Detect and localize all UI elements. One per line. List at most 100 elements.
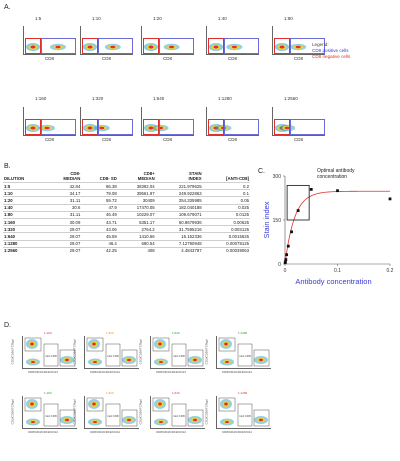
column-header: DILUTION [4, 176, 25, 181]
panel-d-y-label: CD3/CD56/TCRgd [10, 399, 15, 425]
table-cell: 1:40 [3, 203, 46, 212]
panel-b-letter: B. [4, 163, 11, 170]
flow-plot [23, 107, 76, 136]
data-point [336, 189, 339, 193]
table-header-row: DILUTION CD8- MEDIAN CD8- SD CD8+ MEDIAN STAIN… [3, 170, 250, 183]
table-cell: 0.00625 [202, 217, 250, 226]
cd8-axis-label: CD8 [45, 56, 55, 61]
table-cell: 31.11 [45, 196, 82, 205]
table-row: 1:20 31.11 59.72 30409 254.335985 0.05 [3, 196, 250, 205]
table-cell: 29.07 [45, 225, 82, 233]
dilution-label: 1:160 [35, 96, 47, 101]
table-body: 1:5 42.84 86.38 38392.04 221.979625 0.2 1:10 34… [3, 181, 250, 254]
cd8-axis-label: CD8 [163, 56, 173, 61]
mid-cd8-label: mid CD8 [107, 354, 119, 358]
x-tick-label: 0 [284, 268, 287, 274]
table-cell: 47.9 [81, 203, 118, 212]
panel-d-flow-plot: mid CD8 [84, 336, 139, 369]
table-cell: 4.4843787 [155, 246, 203, 254]
table-cell: 42.84 [45, 181, 82, 190]
panel-d-flow-plot: mid CD8 [216, 396, 271, 429]
panel-d-x-label: CD8/CD4/CD19/CD14 [28, 430, 58, 434]
panel-d-y-label: CD3/CD56/TCRgd [138, 339, 143, 365]
panel-d-x-label: CD8/CD4/CD19/CD14 [28, 370, 58, 374]
table-cell: 42.25 [81, 246, 118, 254]
y-tick-label: 150 [273, 218, 282, 224]
panel-d-x-label: CD8/CD4/CD19/CD14 [156, 370, 186, 374]
panel-d-dilution-label: 1:160 [44, 331, 52, 335]
table-cell: 38392.04 [117, 181, 156, 190]
panel-d-flow-plot: mid CD8 [150, 336, 205, 369]
flow-plot [80, 26, 133, 55]
panel-d-y-label: CD3/CD56/TCRgd [138, 399, 143, 425]
dilution-label: 1:80 [284, 16, 293, 21]
panel-d-dilution-label: 1:1280 [238, 391, 248, 395]
mid-cd8-label: mid CD8 [45, 414, 57, 418]
panel-d-x-label: CD8/CD4/CD19/CD14 [156, 430, 186, 434]
table-cell: 59.72 [81, 196, 118, 205]
panel-d-x-label: CD8/CD4/CD19/CD14 [222, 430, 252, 434]
table-cell: 1410.66 [117, 232, 156, 240]
positive-gate [290, 38, 325, 54]
dilution-label: 1:20 [153, 16, 162, 21]
flow-plot [206, 26, 259, 55]
column-header: CD8- SD [99, 176, 117, 181]
table-cell: 46.49 [81, 210, 118, 219]
table-row: 1:640 29.07 45.59 1410.66 15.152336 0.0015625 [3, 232, 250, 240]
data-point [286, 244, 290, 248]
table-row: 1:2560 29.07 42.25 408 4.4843787 0.00039063 [3, 246, 250, 254]
panel-d-dilution-label: 1:1280 [238, 331, 248, 335]
panel-d-dilution-label: 1:320 [106, 391, 114, 395]
panel-d-x-label: CD8/CD4/CD19/CD14 [90, 370, 120, 374]
legend-positive: CD8 positive cells [312, 48, 349, 53]
cd8-axis-label: CD8 [294, 56, 304, 61]
cd8-axis-label: CD8 [102, 137, 112, 142]
table-row: 1:5 42.84 86.38 38392.04 221.979625 0.2 [3, 181, 250, 190]
table-cell: 1:1280 [3, 239, 46, 248]
mid-cd8-label: mid CD8 [107, 414, 119, 418]
mid-cd8-label: mid CD8 [173, 414, 185, 418]
panel-d-y-label: CD3/CD56/TCRgd [204, 339, 209, 365]
negative-gate [274, 38, 290, 54]
panel-d-dilution-label: 1:320 [106, 331, 114, 335]
stain-index-chart: 0 0.1 0.2 0 150 300 Stain index Antibody concen… [262, 168, 394, 286]
panel-d-dilution-label: 1:160 [44, 391, 52, 395]
positive-gate [224, 38, 259, 54]
panel-d-flow-plot: mid CD8 [22, 336, 77, 369]
table-cell: 15.152336 [155, 232, 203, 240]
negative-gate [82, 38, 98, 54]
dilution-label: 1:320 [92, 96, 104, 101]
table-cell: 39561.97 [117, 189, 156, 197]
table-cell: 1:2560 [3, 246, 46, 254]
table-cell: 690.54 [117, 239, 156, 248]
table-row: 1:10 34.17 79.08 39561.97 249.922863 0.1 [3, 189, 250, 197]
table-cell: 34.17 [45, 189, 82, 197]
flow-plot [141, 26, 194, 55]
table-cell: 30.09 [45, 217, 82, 226]
table-cell: 0.003125 [202, 225, 250, 233]
positive-gate [224, 119, 259, 135]
panel-d-y-label: CD3/CD56/TCRgd [72, 339, 77, 365]
table-cell: 1:160 [3, 217, 46, 226]
table-cell: 1:320 [3, 225, 46, 233]
table-cell: 0.1 [202, 189, 250, 197]
negative-gate [208, 38, 224, 54]
negative-gate [208, 119, 224, 135]
table-cell: 221.979625 [155, 181, 203, 190]
table-cell: 0.00039063 [202, 246, 250, 254]
table-row: 1:1280 29.07 46.4 690.54 7.12790948 0.0007812… [3, 239, 250, 248]
dilution-label: 1:40 [218, 16, 227, 21]
y-tick-label: 300 [273, 174, 282, 180]
data-point [388, 197, 392, 201]
cd8-axis-label: CD8 [228, 56, 238, 61]
table-cell: 0.05 [202, 196, 250, 205]
flow-plot [206, 107, 259, 136]
table-row: 1:320 29.07 43.06 2764.2 31.7595216 0.003125 [3, 225, 250, 233]
dilution-label: 1:10 [92, 16, 101, 21]
table-cell: 254.335985 [155, 196, 203, 205]
panel-c-letter: C. [258, 168, 265, 175]
table-row: 1:40 30.6 47.9 17470.05 182.040188 0.025 [3, 203, 250, 212]
table-cell: 0.00078125 [202, 239, 250, 248]
column-header: STAIN INDEX [188, 171, 202, 181]
column-header: CD8- MEDIAN [63, 171, 81, 181]
